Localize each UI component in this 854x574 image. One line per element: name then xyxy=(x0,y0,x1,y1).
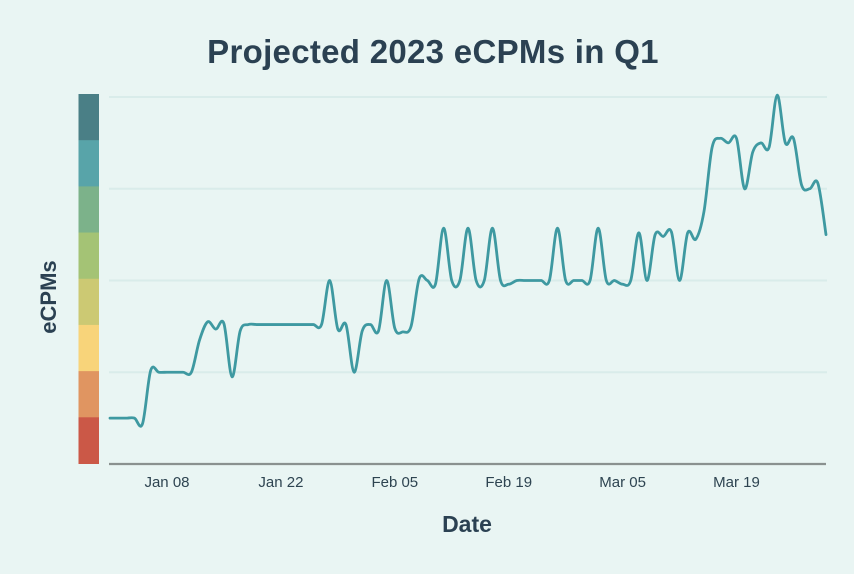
colorbar-segment xyxy=(78,371,99,418)
x-tick-label: Feb 19 xyxy=(485,474,532,491)
ecpm-series-line xyxy=(108,93,828,428)
colorbar-segment xyxy=(78,232,99,280)
x-tick-label: Mar 19 xyxy=(713,474,760,491)
x-tick-label: Jan 22 xyxy=(258,474,303,491)
x-axis-label: Date xyxy=(442,511,492,537)
colorbar-segment xyxy=(78,94,99,141)
colorbar-segment xyxy=(78,278,99,326)
colorbar-segment xyxy=(78,186,99,234)
x-tick-label: Feb 05 xyxy=(371,474,418,491)
chart-title: Projected 2023 eCPMs in Q1 xyxy=(207,33,659,70)
ecpm-series-line-group xyxy=(108,93,828,428)
x-tick-label: Mar 05 xyxy=(599,474,646,491)
x-tick-labels-group: Jan 08 Jan 22 Feb 05 Feb 19 Mar 05 Mar 19 xyxy=(144,474,759,491)
x-tick-label: Jan 08 xyxy=(144,474,189,491)
y-axis-colorbar xyxy=(78,94,99,464)
colorbar-segment xyxy=(78,417,99,464)
colorbar-segment xyxy=(78,140,99,187)
colorbar-segment xyxy=(78,324,99,372)
